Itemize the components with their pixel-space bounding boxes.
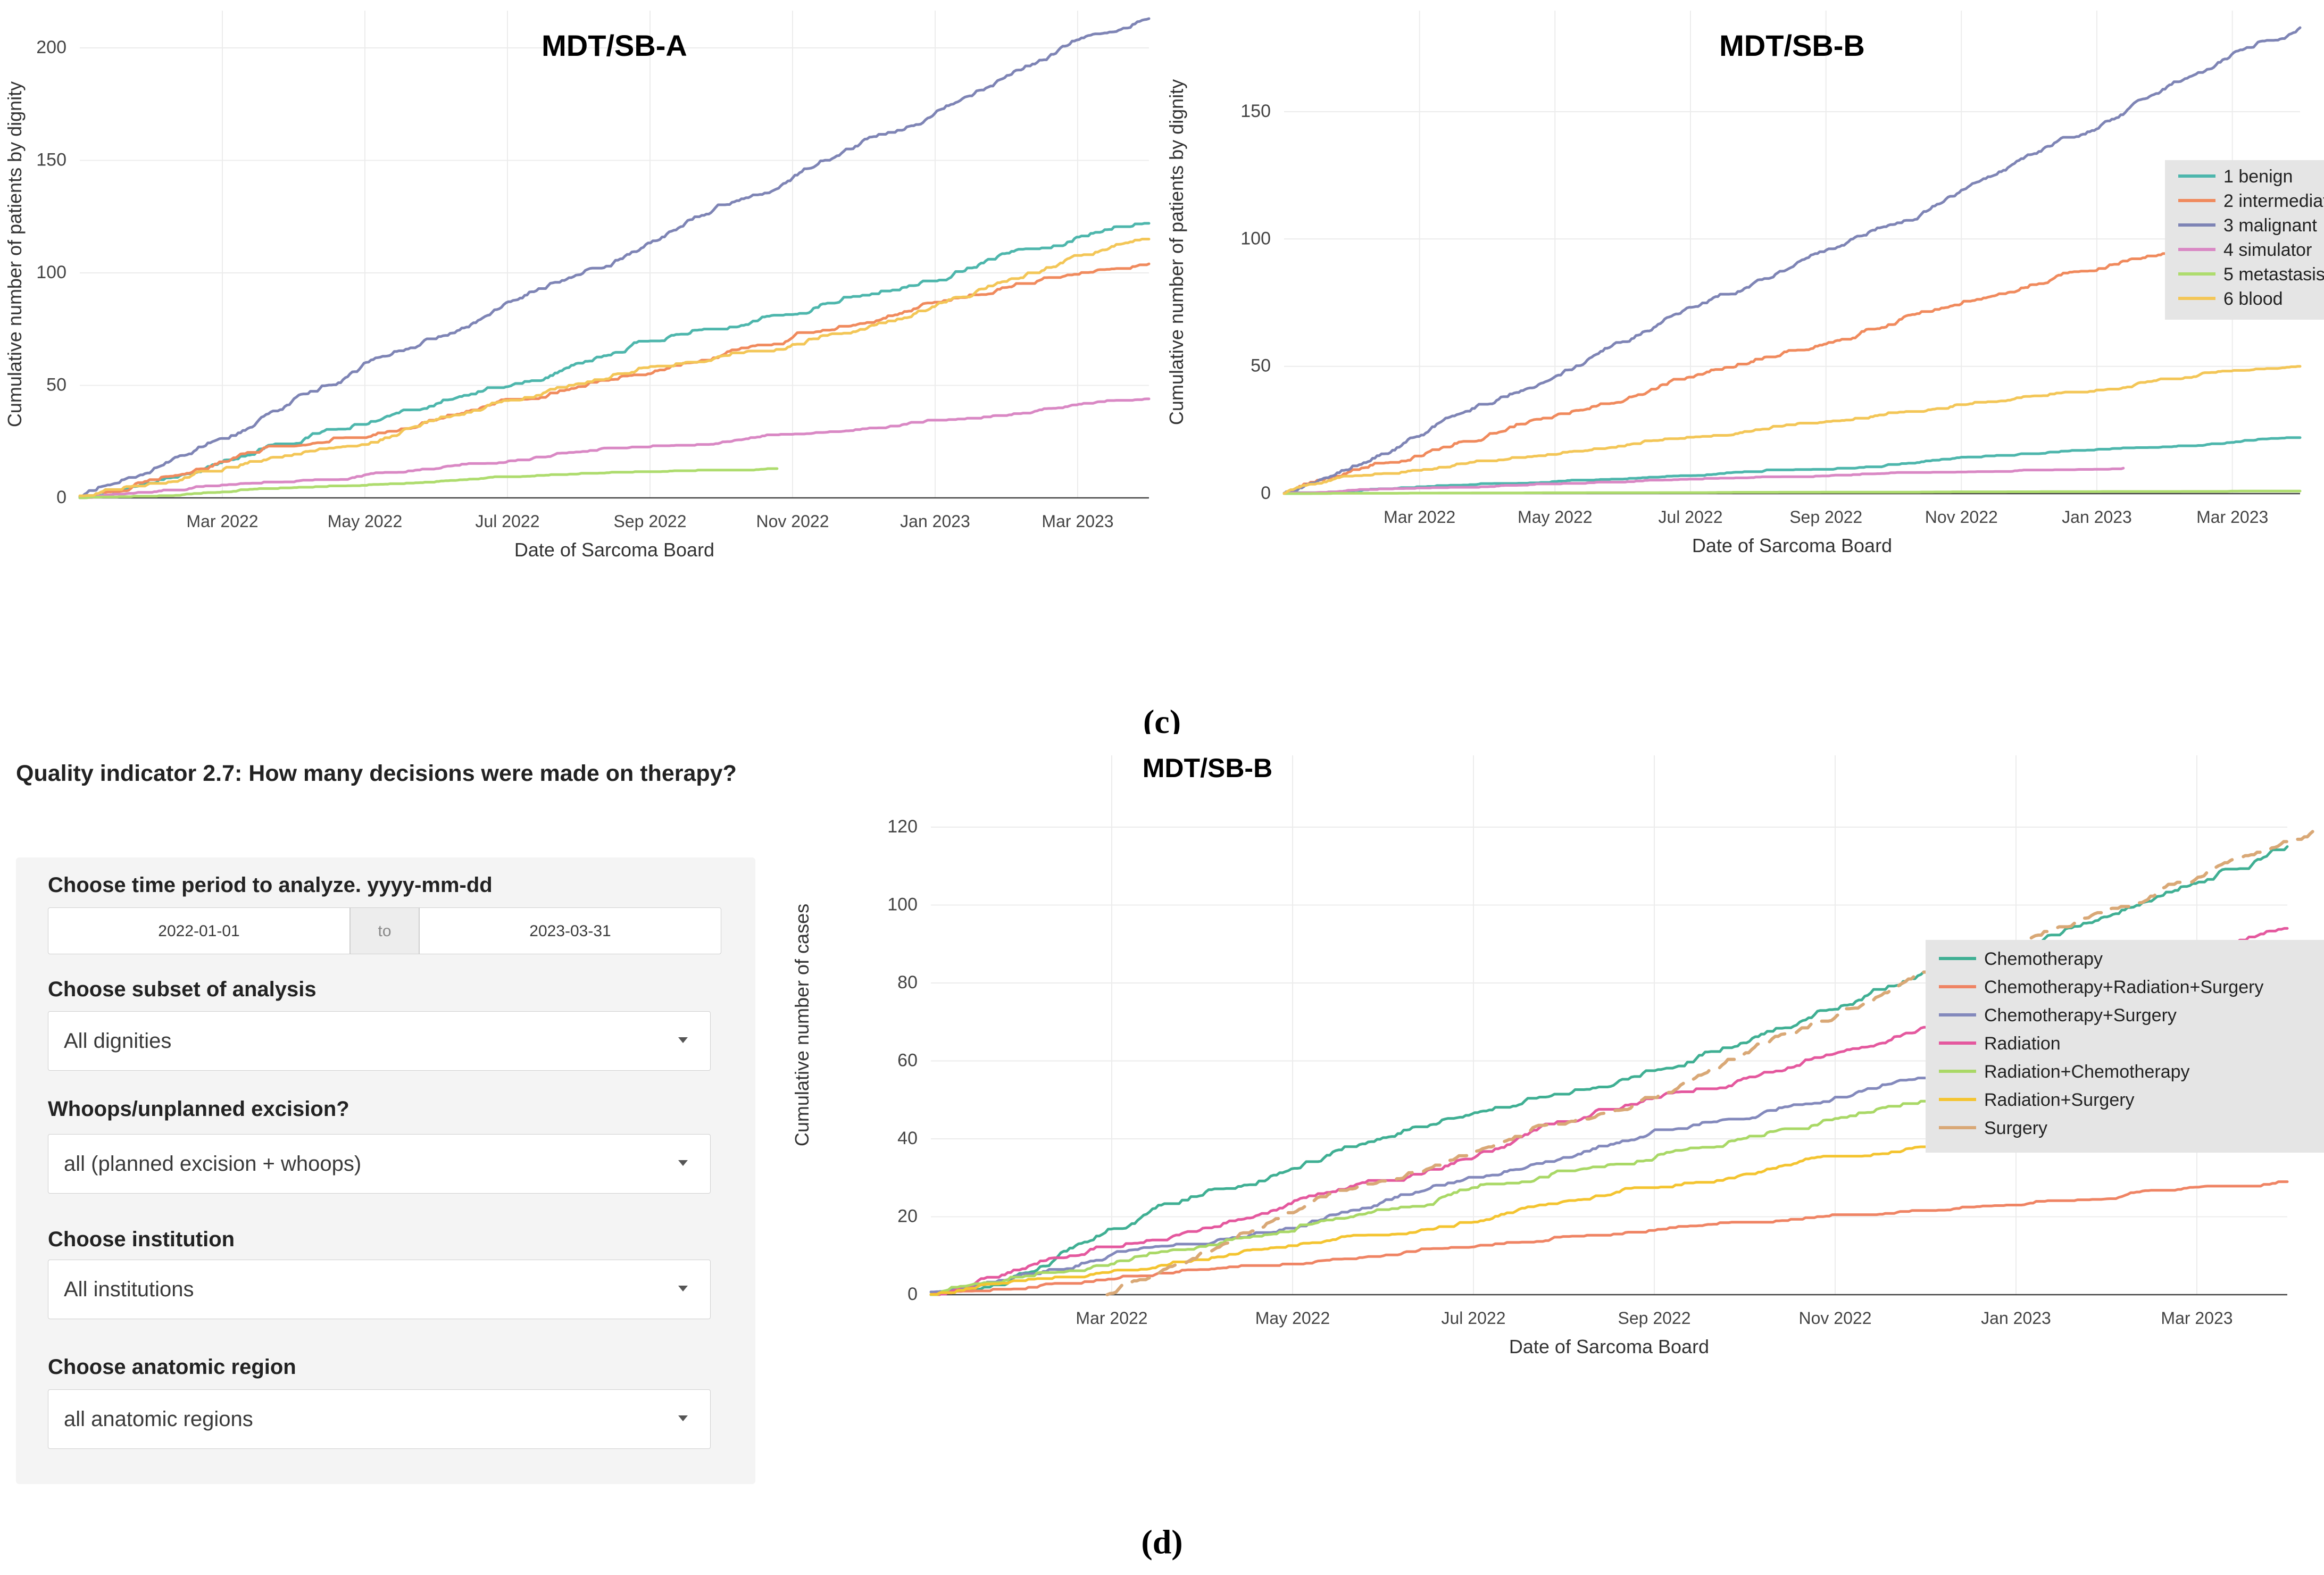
svg-text:Radiation+Chemotherapy: Radiation+Chemotherapy [1984, 1062, 2190, 1082]
svg-text:100: 100 [36, 262, 66, 282]
svg-text:150: 150 [36, 150, 66, 170]
svg-text:50: 50 [1251, 356, 1271, 376]
svg-text:Radiation+Surgery: Radiation+Surgery [1984, 1090, 2135, 1110]
svg-text:Mar 2023: Mar 2023 [2196, 507, 2268, 527]
svg-text:MDT/SB-A: MDT/SB-A [542, 29, 687, 62]
svg-text:Date of Sarcoma Board: Date of Sarcoma Board [514, 539, 714, 561]
svg-text:Mar 2023: Mar 2023 [1042, 512, 1113, 531]
svg-text:0: 0 [907, 1284, 918, 1304]
svg-text:Chemotherapy: Chemotherapy [1984, 949, 2103, 969]
svg-text:50: 50 [46, 375, 66, 395]
svg-text:Cumulative number of cases: Cumulative number of cases [791, 904, 813, 1146]
svg-text:Jan 2023: Jan 2023 [2062, 507, 2132, 527]
svg-text:Jul 2022: Jul 2022 [476, 512, 540, 531]
svg-text:Jul 2022: Jul 2022 [1659, 507, 1723, 527]
svg-text:Jul 2022: Jul 2022 [1442, 1309, 1506, 1328]
svg-text:Sep 2022: Sep 2022 [1789, 507, 1862, 527]
svg-text:Nov 2022: Nov 2022 [1799, 1309, 1872, 1328]
svg-text:Chemotherapy+Radiation+Surgery: Chemotherapy+Radiation+Surgery [1984, 977, 2263, 997]
svg-text:120: 120 [887, 816, 918, 837]
svg-text:Jan 2023: Jan 2023 [1981, 1309, 2051, 1328]
svg-text:40: 40 [897, 1128, 918, 1148]
svg-text:May 2022: May 2022 [1518, 507, 1593, 527]
svg-text:Mar 2022: Mar 2022 [186, 512, 258, 531]
svg-text:May 2022: May 2022 [1255, 1309, 1330, 1328]
svg-text:0: 0 [1261, 483, 1271, 503]
svg-text:Nov 2022: Nov 2022 [1925, 507, 1998, 527]
svg-text:200: 200 [36, 37, 66, 57]
svg-text:100: 100 [1240, 228, 1271, 248]
svg-text:3 malignant: 3 malignant [2223, 215, 2317, 236]
svg-text:Nov 2022: Nov 2022 [756, 512, 829, 531]
svg-text:20: 20 [897, 1206, 918, 1227]
svg-text:4 simulator: 4 simulator [2223, 240, 2312, 260]
svg-text:Date of Sarcoma Board: Date of Sarcoma Board [1509, 1336, 1709, 1357]
svg-text:Sep 2022: Sep 2022 [1618, 1309, 1690, 1328]
svg-text:Mar 2023: Mar 2023 [2161, 1309, 2233, 1328]
svg-text:Chemotherapy+Surgery: Chemotherapy+Surgery [1984, 1005, 2177, 1026]
svg-text:2 intermediate: 2 intermediate [2223, 191, 2324, 211]
svg-text:60: 60 [897, 1051, 918, 1071]
svg-text:6 blood: 6 blood [2223, 289, 2283, 309]
svg-text:5 metastasis: 5 metastasis [2223, 264, 2324, 285]
svg-text:100: 100 [887, 895, 918, 915]
svg-text:Radiation: Radiation [1984, 1034, 2061, 1054]
svg-text:Cumulative number of patients: Cumulative number of patients by dignity [4, 81, 26, 427]
svg-text:May 2022: May 2022 [328, 512, 403, 531]
svg-text:1 benign: 1 benign [2223, 166, 2293, 187]
svg-text:Surgery: Surgery [1984, 1118, 2047, 1138]
svg-text:Cumulative number of patients: Cumulative number of patients by dignity [1165, 79, 1187, 425]
svg-text:MDT/SB-B: MDT/SB-B [1719, 29, 1865, 62]
svg-text:Date of Sarcoma Board: Date of Sarcoma Board [1692, 535, 1892, 556]
svg-text:150: 150 [1240, 101, 1271, 121]
svg-text:0: 0 [56, 487, 66, 507]
svg-text:Mar 2022: Mar 2022 [1076, 1309, 1147, 1328]
svg-text:Mar 2022: Mar 2022 [1384, 507, 1455, 527]
svg-text:80: 80 [897, 972, 918, 993]
svg-text:Sep 2022: Sep 2022 [613, 512, 686, 531]
svg-text:Jan 2023: Jan 2023 [900, 512, 970, 531]
